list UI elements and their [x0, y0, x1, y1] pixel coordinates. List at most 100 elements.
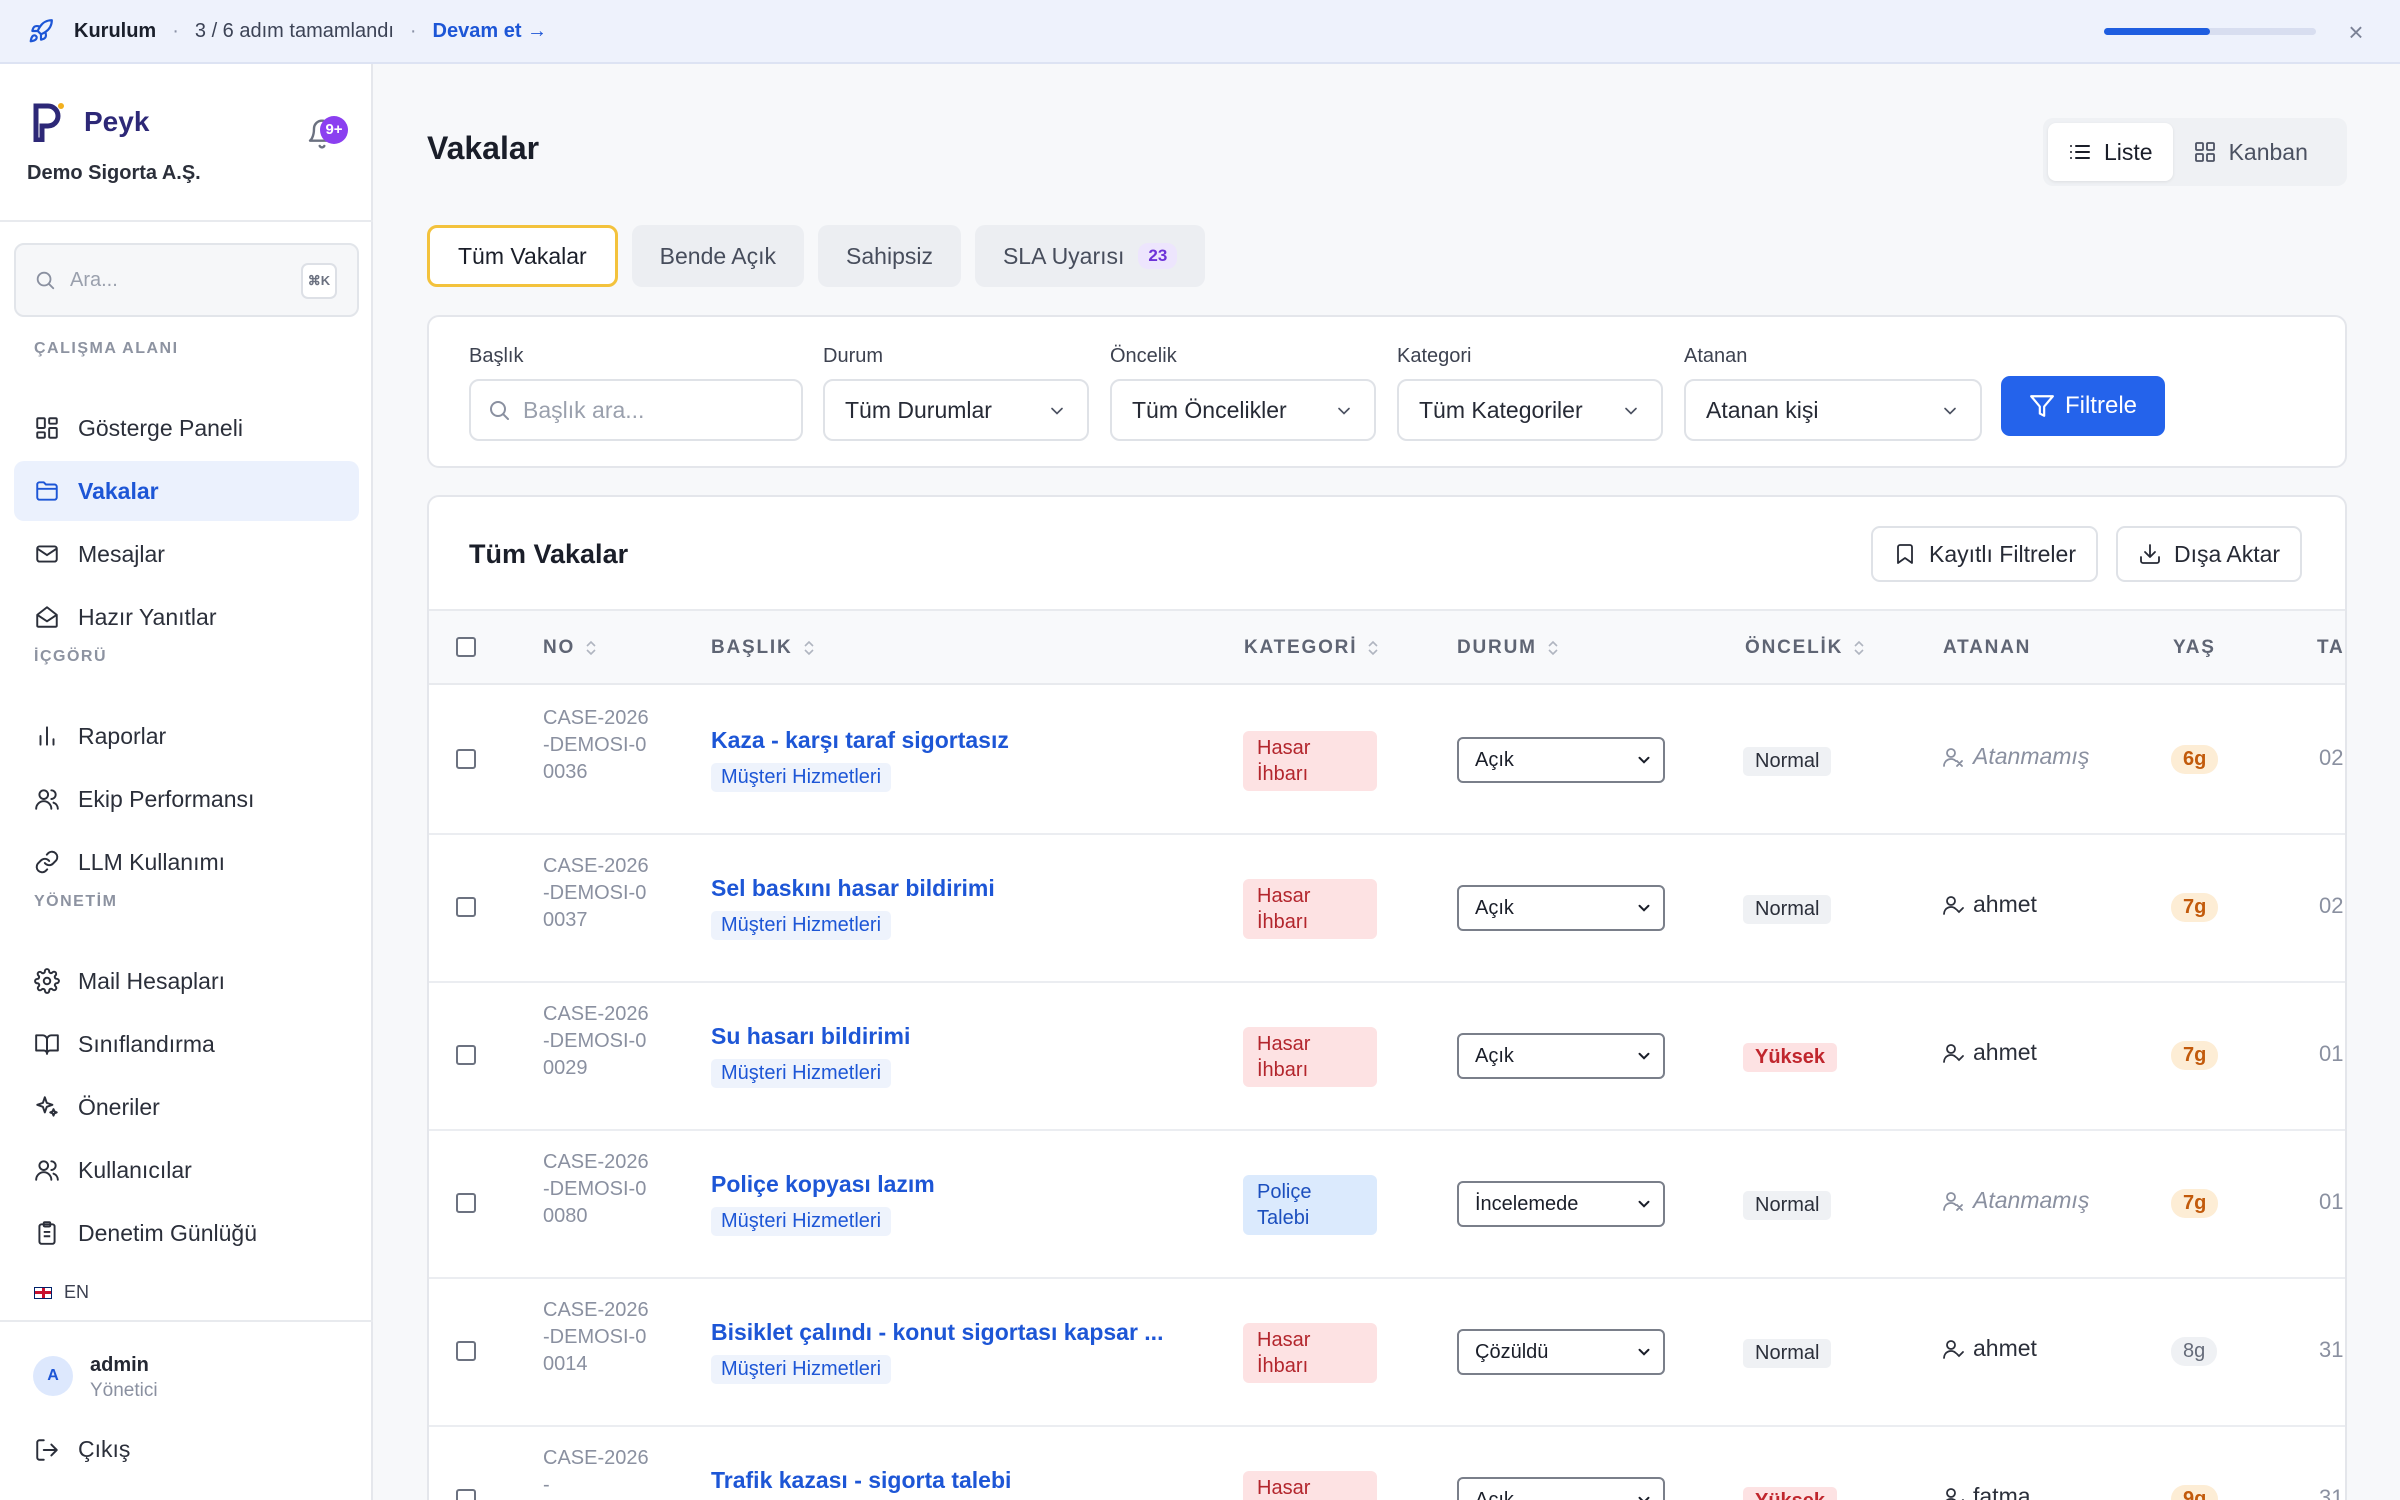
view-kanban-button[interactable]: Kanban — [2173, 123, 2328, 181]
status-select[interactable]: Çözüldü — [1457, 1329, 1665, 1375]
column-header-title[interactable]: BAŞLIK — [711, 637, 815, 659]
setup-continue-link[interactable]: Devam et → — [432, 19, 548, 42]
avatar[interactable]: A — [33, 1356, 73, 1396]
sidebar-item-users[interactable]: Kullanıcılar — [14, 1140, 359, 1200]
row-checkbox[interactable] — [456, 749, 476, 769]
sidebar-item-classification[interactable]: Sınıflandırma — [14, 1014, 359, 1074]
assignee[interactable]: ahmet — [1941, 891, 2037, 918]
sidebar-item-cases[interactable]: Vakalar — [14, 461, 359, 521]
sidebar-item-messages[interactable]: Mesajlar — [14, 524, 359, 584]
table-header: NO BAŞLIK KATEGORİ DURUM ÖNCELİK ATANAN … — [429, 609, 2345, 685]
sidebar-item-dashboard[interactable]: Gösterge Paneli — [14, 398, 359, 458]
status-select[interactable]: Açık — [1457, 1477, 1665, 1500]
row-checkbox[interactable] — [456, 1489, 476, 1500]
apply-filter-button[interactable]: Filtrele — [2001, 376, 2165, 436]
row-checkbox[interactable] — [456, 1045, 476, 1065]
status-select[interactable]: İncelemede — [1457, 1181, 1665, 1227]
priority-filter-select[interactable]: Tüm Öncelikler — [1110, 379, 1376, 441]
case-title-link[interactable]: Sel baskını hasar bildirimi — [711, 875, 995, 901]
tab-sla-warning[interactable]: SLA Uyarısı 23 — [974, 225, 1206, 287]
view-list-label: Liste — [2104, 138, 2153, 165]
logout-button[interactable]: Çıkış — [34, 1436, 130, 1463]
priority-badge: Yüksek — [1743, 1043, 1838, 1072]
assignee[interactable]: ahmet — [1941, 1039, 2037, 1066]
assignee-name: ahmet — [1973, 1335, 2037, 1361]
sidebar-search-input[interactable]: Ara... ⌘K — [14, 243, 359, 317]
column-header-no[interactable]: NO — [543, 637, 597, 659]
sidebar-item-mail-accounts[interactable]: Mail Hesapları — [14, 951, 359, 1011]
status-select[interactable]: Açık — [1457, 737, 1665, 783]
title-search-input[interactable]: Başlık ara... — [469, 379, 803, 441]
page-title: Vakalar — [427, 130, 540, 166]
table-row[interactable]: CASE-2026-DEMOSI-00029 Su hasarı bildirim… — [429, 983, 2345, 1131]
tab-unowned[interactable]: Sahipsiz — [818, 225, 961, 287]
case-title-link[interactable]: Trafik kazası - sigorta talebi — [711, 1467, 1012, 1493]
status-select[interactable]: Açık — [1457, 885, 1665, 931]
view-list-button[interactable]: Liste — [2048, 123, 2173, 181]
column-header-priority[interactable]: ÖNCELİK — [1745, 637, 1865, 659]
assignee[interactable]: Atanmamış — [1941, 743, 2089, 770]
case-title-link[interactable]: Kaza - karşı taraf sigortasız — [711, 727, 1009, 753]
assignee[interactable]: ahmet — [1941, 1335, 2037, 1362]
user-icon — [1943, 1339, 1964, 1359]
status-value: Açık — [1475, 749, 1514, 771]
column-header-category[interactable]: KATEGORİ — [1244, 637, 1379, 659]
case-title-link[interactable]: Poliçe kopyası lazım — [711, 1171, 935, 1197]
tab-all-cases[interactable]: Tüm Vakalar — [427, 225, 618, 287]
row-checkbox[interactable] — [456, 1341, 476, 1361]
row-checkbox[interactable] — [456, 897, 476, 917]
sidebar-item-label: LLM Kullanımı — [78, 848, 226, 875]
tab-open-on-me[interactable]: Bende Açık — [631, 225, 805, 287]
setup-banner: Kurulum · 3 / 6 adım tamamlandı · Devam … — [0, 0, 2400, 64]
sidebar-item-canned-replies[interactable]: Hazır Yanıtlar — [14, 587, 359, 647]
priority-badge: Normal — [1743, 747, 1832, 776]
team-badge: Müşteri Hizmetleri — [711, 1207, 892, 1236]
case-title-link[interactable]: Bisiklet çalındı - konut sigortası kapsa… — [711, 1319, 1164, 1345]
table-row[interactable]: CASE-2026-DEMOSI-00014 Bisiklet çalındı -… — [429, 1279, 2345, 1427]
user-icon — [1943, 895, 1964, 915]
chevron-down-icon — [1638, 1496, 1650, 1500]
case-tabs: Tüm Vakalar Bende Açık Sahipsiz SLA Uyar… — [427, 225, 1219, 287]
case-number: CASE-2026-DEMOSI-00036 — [543, 707, 649, 783]
sort-icon — [1368, 640, 1378, 656]
grid-icon — [36, 417, 58, 439]
saved-filters-button[interactable]: Kayıtlı Filtreler — [1871, 526, 2098, 582]
table-row[interactable]: CASE-2026-DEMOSI-00037 Sel baskını hasar … — [429, 835, 2345, 983]
sidebar-item-reports[interactable]: Raporlar — [14, 706, 359, 766]
column-header-assignee: ATANAN — [1943, 637, 2032, 658]
brand[interactable]: Peyk — [32, 102, 149, 142]
mail-icon — [36, 545, 58, 563]
table-row[interactable]: CASE-2026-DEMOSI-00036 Kaza - karşı taraf… — [429, 687, 2345, 835]
assignee[interactable]: Atanmamış — [1941, 1187, 2089, 1214]
tab-label: Tüm Vakalar — [458, 242, 587, 269]
case-title-link[interactable]: Su hasarı bildirimi — [711, 1023, 911, 1049]
assignee[interactable]: fatma — [1941, 1483, 2031, 1500]
export-button[interactable]: Dışa Aktar — [2116, 526, 2303, 582]
sidebar-item-team-performance[interactable]: Ekip Performansı — [14, 769, 359, 829]
status-value: Açık — [1475, 1489, 1514, 1500]
tab-label: SLA Uyarısı — [1002, 242, 1125, 269]
case-number: CASE-2026-DEMOSI-00029 — [543, 1003, 649, 1079]
assignee-filter-value: Atanan kişi — [1706, 396, 1819, 423]
table-row[interactable]: CASE-2026-DEMOSI-00080 Poliçe kopyası laz… — [429, 1131, 2345, 1279]
chevron-down-icon — [1625, 407, 1637, 415]
sidebar-item-suggestions[interactable]: Öneriler — [14, 1077, 359, 1137]
folder-icon — [36, 481, 58, 501]
assignee-name: Atanmamış — [1973, 743, 2090, 769]
select-all-checkbox[interactable] — [456, 637, 476, 657]
sidebar-item-audit-log[interactable]: Denetim Günlüğü — [14, 1203, 359, 1263]
status-select[interactable]: Açık — [1457, 1033, 1665, 1079]
table-row[interactable]: CASE-2026- Trafik kazası - sigorta talebi… — [429, 1427, 2345, 1500]
brand-name: Peyk — [84, 106, 150, 137]
close-icon[interactable]: × — [2348, 17, 2364, 47]
column-header-status[interactable]: DURUM — [1457, 637, 1559, 659]
sidebar-item-llm-usage[interactable]: LLM Kullanımı — [14, 832, 359, 892]
language-switcher[interactable]: EN — [34, 1282, 89, 1303]
saved-filters-label: Kayıtlı Filtreler — [1929, 540, 2076, 567]
sidebar-item-label: Sınıflandırma — [78, 1030, 215, 1057]
assignee-filter-select[interactable]: Atanan kişi — [1684, 379, 1982, 441]
assignee-name: ahmet — [1973, 1039, 2037, 1065]
status-filter-select[interactable]: Tüm Durumlar — [823, 379, 1089, 441]
category-filter-select[interactable]: Tüm Kategoriler — [1397, 379, 1663, 441]
row-checkbox[interactable] — [456, 1193, 476, 1213]
